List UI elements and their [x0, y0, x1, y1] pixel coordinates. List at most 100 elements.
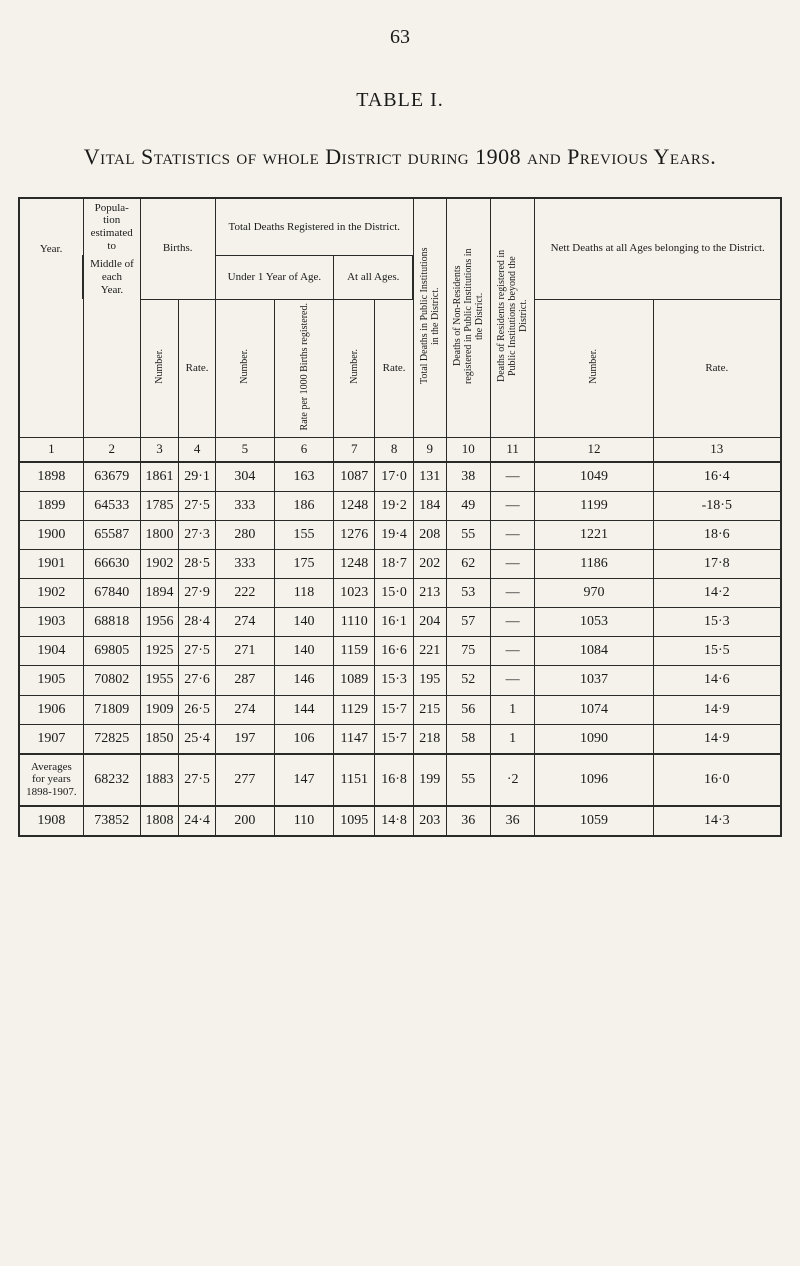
cell: 1905 [19, 666, 83, 695]
table-row: 190873852180824·4200110109514·8203363610… [19, 806, 781, 836]
cell: 64533 [83, 491, 140, 520]
col-9-label: Total Deaths in Public Institutions in t… [419, 246, 441, 386]
cell: 24·4 [179, 806, 215, 836]
cell: 52 [446, 666, 490, 695]
cell: 208 [413, 521, 446, 550]
cell: 1053 [535, 608, 653, 637]
cell: -18·5 [653, 491, 781, 520]
cell: 1096 [535, 754, 653, 806]
cell: 203 [413, 806, 446, 836]
cell: 1087 [334, 462, 375, 492]
cell: 146 [274, 666, 333, 695]
cell: 26·5 [179, 695, 215, 724]
cell: 1850 [140, 724, 179, 754]
cell: 1901 [19, 550, 83, 579]
cell: 140 [274, 637, 333, 666]
cell: — [490, 521, 534, 550]
cell: 25·4 [179, 724, 215, 754]
cell: 14·9 [653, 695, 781, 724]
cell: 970 [535, 579, 653, 608]
cell: 280 [215, 521, 274, 550]
cell: 15·5 [653, 637, 781, 666]
col-year-cont [19, 299, 83, 437]
cell: 1908 [19, 806, 83, 836]
cell: 155 [274, 521, 333, 550]
col-idx-8: 8 [375, 437, 414, 461]
col-u1-rate: Rate per 1000 Births registered. [274, 299, 333, 437]
cell: 16·0 [653, 754, 781, 806]
cell: 110 [274, 806, 333, 836]
cell: 27·5 [179, 637, 215, 666]
cell: 1049 [535, 462, 653, 492]
page-title: Vital Statistics of whole District durin… [18, 142, 782, 173]
cell: 1909 [140, 695, 179, 724]
cell: 1095 [334, 806, 375, 836]
col-11: Deaths of Residents registered in Public… [490, 198, 534, 438]
cell: 68818 [83, 608, 140, 637]
cell: 73852 [83, 806, 140, 836]
cell: 36 [490, 806, 534, 836]
cell: 14·2 [653, 579, 781, 608]
cell: 17·8 [653, 550, 781, 579]
cell: 1037 [535, 666, 653, 695]
cell: 1808 [140, 806, 179, 836]
cell: 1147 [334, 724, 375, 754]
cell: 68232 [83, 754, 140, 806]
col-births-number: Number. [140, 299, 179, 437]
cell: 38 [446, 462, 490, 492]
cell: 62 [446, 550, 490, 579]
cell: 1925 [140, 637, 179, 666]
cell: 53 [446, 579, 490, 608]
cell: 58 [446, 724, 490, 754]
col-nett: Nett Deaths at all Ages belonging to the… [535, 198, 781, 299]
cell: 16·4 [653, 462, 781, 492]
cell: 1955 [140, 666, 179, 695]
cell: — [490, 608, 534, 637]
cell: 1129 [334, 695, 375, 724]
cell: 1861 [140, 462, 179, 492]
cell: 202 [413, 550, 446, 579]
cell: 333 [215, 491, 274, 520]
cell: 27·6 [179, 666, 215, 695]
cell: — [490, 637, 534, 666]
cell: 28·4 [179, 608, 215, 637]
cell: 14·8 [375, 806, 414, 836]
cell: 1 [490, 724, 534, 754]
cell: — [490, 491, 534, 520]
cell: 55 [446, 754, 490, 806]
cell: 106 [274, 724, 333, 754]
col-u1-number-label: Number. [239, 349, 250, 384]
cell: 28·5 [179, 550, 215, 579]
cell: 163 [274, 462, 333, 492]
cell: 175 [274, 550, 333, 579]
cell: 1084 [535, 637, 653, 666]
cell: 15·3 [375, 666, 414, 695]
table-row: 190166630190228·5333175124818·720262—118… [19, 550, 781, 579]
col-11-label: Deaths of Residents registered in Public… [496, 246, 529, 386]
cell: 56 [446, 695, 490, 724]
cell: 1800 [140, 521, 179, 550]
cell: 19·2 [375, 491, 414, 520]
col-idx-6: 6 [274, 437, 333, 461]
cell: 1956 [140, 608, 179, 637]
table-row: 190267840189427·9222118102315·021353—970… [19, 579, 781, 608]
cell: 27·5 [179, 754, 215, 806]
cell: — [490, 462, 534, 492]
col-idx-2: 2 [83, 437, 140, 461]
cell: 15·7 [375, 724, 414, 754]
col-population-cont [83, 299, 140, 437]
col-10: Deaths of Non-Residents registered in Pu… [446, 198, 490, 438]
cell: 49 [446, 491, 490, 520]
col-idx-1: 1 [19, 437, 83, 461]
cell: 1903 [19, 608, 83, 637]
cell: 1785 [140, 491, 179, 520]
cell: 15·7 [375, 695, 414, 724]
cell: 1110 [334, 608, 375, 637]
col-year: Year. [19, 198, 83, 299]
cell: 213 [413, 579, 446, 608]
cell: 16·1 [375, 608, 414, 637]
table-row: 190570802195527·6287146108915·319552—103… [19, 666, 781, 695]
cell: 69805 [83, 637, 140, 666]
col-10-label: Deaths of Non-Residents registered in Pu… [452, 246, 485, 386]
cell: 1248 [334, 491, 375, 520]
